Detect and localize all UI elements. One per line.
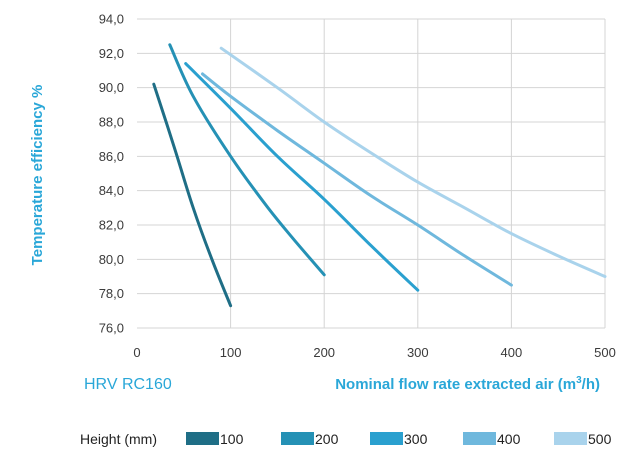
y-tick-label: 86,0 [99,149,124,164]
legend-swatch-200 [281,432,314,445]
x-tick-label: 400 [501,345,523,360]
y-tick-label: 88,0 [99,115,124,130]
x-axis-label: Nominal flow rate extracted air (m3/h) [335,375,600,393]
legend-swatch-400 [463,432,496,445]
legend-label-500: 500 [588,431,612,447]
x-tick-label: 300 [407,345,429,360]
y-tick-label: 90,0 [99,80,124,95]
x-axis-label-main: Nominal flow rate extracted air (m [335,376,576,393]
legend-label-300: 300 [404,431,428,447]
legend-title: Height (mm) [80,431,157,447]
y-tick-label: 78,0 [99,286,124,301]
x-axis-label-tail: /h) [582,376,600,393]
series-line-200 [168,43,326,277]
series-line-300 [184,62,420,292]
legend-label-400: 400 [497,431,521,447]
legend-swatch-500 [554,432,587,445]
legend-label-200: 200 [315,431,339,447]
legend-swatch-300 [370,432,403,445]
y-tick-label: 80,0 [99,252,124,267]
x-tick-label: 100 [220,345,242,360]
grid [137,18,606,329]
x-axis-label-sup: 3 [576,375,582,386]
x-tick-label: 200 [313,345,335,360]
legend: 100 200 300 400 500 [186,431,612,447]
legend-swatch-100 [186,432,219,445]
y-tick-label: 82,0 [99,218,124,233]
y-axis-label: Temperature efficiency % [29,85,46,266]
series-line-100 [152,82,233,308]
y-tick-label: 84,0 [99,183,124,198]
series-line-500 [219,46,607,278]
y-tick-label: 92,0 [99,46,124,61]
series-lines [152,43,607,308]
model-label: HRV RC160 [84,376,172,393]
axes: 76,0 78,0 80,0 82,0 84,0 86,0 88,0 90,0 92,0 94,0… [99,12,616,361]
series-line-400 [201,72,513,287]
y-tick-label: 76,0 [99,321,124,336]
x-tick-label: 500 [594,345,616,360]
x-tick-label: 0 [133,345,140,360]
legend-label-100: 100 [220,431,244,447]
y-tick-label: 94,0 [99,12,124,27]
